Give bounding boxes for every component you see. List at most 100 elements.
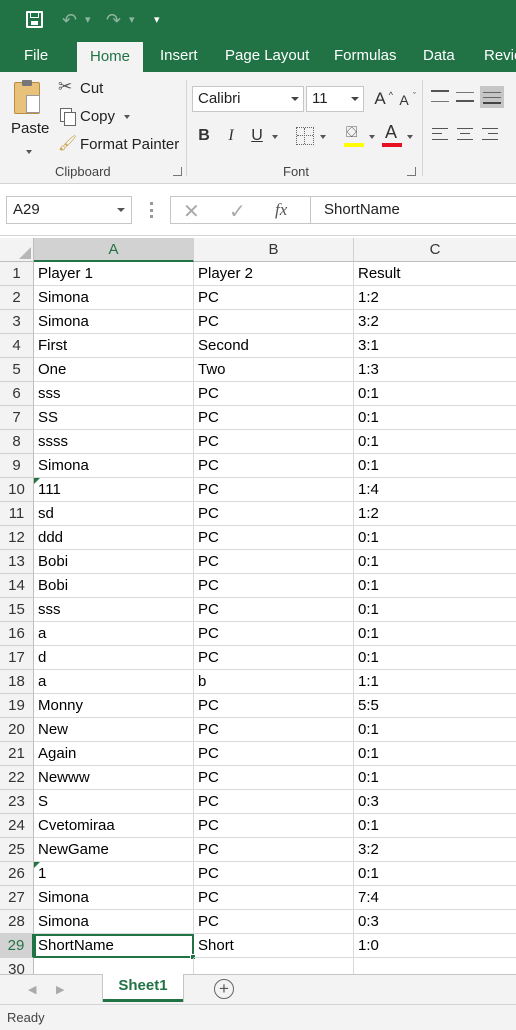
row-header[interactable]: 28: [0, 910, 34, 934]
formula-input[interactable]: ShortName: [310, 196, 516, 224]
font-color-button[interactable]: A: [381, 122, 403, 150]
paste-button[interactable]: Paste: [8, 78, 52, 158]
cell-c16[interactable]: 0:1: [354, 622, 516, 646]
increase-font-size-button[interactable]: A ^: [374, 89, 393, 108]
cell-c25[interactable]: 3:2: [354, 838, 516, 862]
cell-a1[interactable]: Player 1: [34, 262, 194, 286]
cell-b5[interactable]: Two: [194, 358, 354, 382]
cell-c11[interactable]: 1:2: [354, 502, 516, 526]
cell-a13[interactable]: Bobi: [34, 550, 194, 574]
cell-a27[interactable]: Simona: [34, 886, 194, 910]
cell-b3[interactable]: PC: [194, 310, 354, 334]
cell-a15[interactable]: sss: [34, 598, 194, 622]
cell-b13[interactable]: PC: [194, 550, 354, 574]
cell-c19[interactable]: 5:5: [354, 694, 516, 718]
row-header[interactable]: 15: [0, 598, 34, 622]
tab-review[interactable]: Revie: [484, 47, 516, 64]
row-header[interactable]: 26: [0, 862, 34, 886]
cell-c15[interactable]: 0:1: [354, 598, 516, 622]
cell-a12[interactable]: ddd: [34, 526, 194, 550]
redo-chevron-icon[interactable]: ▾: [129, 14, 135, 26]
borders-button[interactable]: [296, 127, 314, 145]
cell-a22[interactable]: Newww: [34, 766, 194, 790]
column-header-a[interactable]: A: [34, 238, 194, 262]
cell-c18[interactable]: 1:1: [354, 670, 516, 694]
cell-c12[interactable]: 0:1: [354, 526, 516, 550]
cut-button[interactable]: ✂ Cut: [58, 77, 118, 100]
cell-c3[interactable]: 3:2: [354, 310, 516, 334]
cell-c14[interactable]: 0:1: [354, 574, 516, 598]
row-header[interactable]: 3: [0, 310, 34, 334]
row-header[interactable]: 22: [0, 766, 34, 790]
name-box[interactable]: A29: [6, 196, 132, 224]
column-header-c[interactable]: C: [354, 238, 516, 262]
cell-a21[interactable]: Again: [34, 742, 194, 766]
redo-icon[interactable]: ↷: [106, 10, 122, 30]
cell-a25[interactable]: NewGame: [34, 838, 194, 862]
cell-c7[interactable]: 0:1: [354, 406, 516, 430]
tab-data[interactable]: Data: [423, 47, 455, 64]
row-header[interactable]: 12: [0, 526, 34, 550]
insert-function-icon[interactable]: fx: [275, 200, 288, 219]
cell-b2[interactable]: PC: [194, 286, 354, 310]
cell-a29[interactable]: ShortName: [34, 934, 194, 958]
cell-c21[interactable]: 0:1: [354, 742, 516, 766]
font-dialog-launcher-icon[interactable]: [407, 167, 416, 176]
tab-file[interactable]: File: [24, 47, 49, 64]
tab-insert[interactable]: Insert: [160, 47, 198, 64]
cell-a10[interactable]: 111: [34, 478, 194, 502]
row-header[interactable]: 30: [0, 958, 34, 974]
column-header-b[interactable]: B: [194, 238, 354, 262]
cell-b8[interactable]: PC: [194, 430, 354, 454]
cell-a11[interactable]: sd: [34, 502, 194, 526]
cell-a17[interactable]: d: [34, 646, 194, 670]
cell-c17[interactable]: 0:1: [354, 646, 516, 670]
cell-b10[interactable]: PC: [194, 478, 354, 502]
cell-c29[interactable]: 1:0: [354, 934, 516, 958]
cell-a5[interactable]: One: [34, 358, 194, 382]
cell-c13[interactable]: 0:1: [354, 550, 516, 574]
row-header[interactable]: 10: [0, 478, 34, 502]
cell-c5[interactable]: 1:3: [354, 358, 516, 382]
row-header[interactable]: 4: [0, 334, 34, 358]
cell-c8[interactable]: 0:1: [354, 430, 516, 454]
font-color-chevron-icon[interactable]: [407, 135, 413, 139]
cell-b18[interactable]: b: [194, 670, 354, 694]
row-header[interactable]: 19: [0, 694, 34, 718]
font-size-select[interactable]: 11: [306, 86, 364, 112]
underline-button[interactable]: U: [251, 127, 263, 144]
row-header[interactable]: 20: [0, 718, 34, 742]
cancel-icon[interactable]: ✕: [183, 201, 200, 223]
cell-c30[interactable]: [354, 958, 516, 974]
cell-c2[interactable]: 1:2: [354, 286, 516, 310]
cell-c23[interactable]: 0:3: [354, 790, 516, 814]
cell-a30[interactable]: [34, 958, 194, 974]
customize-qat-icon[interactable]: ▾: [154, 14, 160, 26]
cell-b17[interactable]: PC: [194, 646, 354, 670]
align-top-icon[interactable]: [431, 90, 449, 102]
row-header[interactable]: 9: [0, 454, 34, 478]
cell-b19[interactable]: PC: [194, 694, 354, 718]
cell-b4[interactable]: Second: [194, 334, 354, 358]
cell-a18[interactable]: a: [34, 670, 194, 694]
row-header[interactable]: 1: [0, 262, 34, 286]
row-header[interactable]: 14: [0, 574, 34, 598]
format-painter-button[interactable]: 🖌 Format Painter: [58, 134, 182, 156]
cell-c27[interactable]: 7:4: [354, 886, 516, 910]
cell-a16[interactable]: a: [34, 622, 194, 646]
cell-b1[interactable]: Player 2: [194, 262, 354, 286]
enter-icon[interactable]: ✓: [229, 201, 246, 223]
formula-bar-grip-icon[interactable]: [150, 202, 153, 218]
save-icon[interactable]: [26, 11, 43, 28]
row-header[interactable]: 27: [0, 886, 34, 910]
align-right-icon[interactable]: [482, 128, 498, 140]
row-header[interactable]: 7: [0, 406, 34, 430]
cell-a4[interactable]: First: [34, 334, 194, 358]
row-header[interactable]: 25: [0, 838, 34, 862]
cell-b7[interactable]: PC: [194, 406, 354, 430]
cell-b6[interactable]: PC: [194, 382, 354, 406]
prev-sheet-icon[interactable]: ◀: [28, 984, 37, 996]
cell-c20[interactable]: 0:1: [354, 718, 516, 742]
row-header[interactable]: 2: [0, 286, 34, 310]
